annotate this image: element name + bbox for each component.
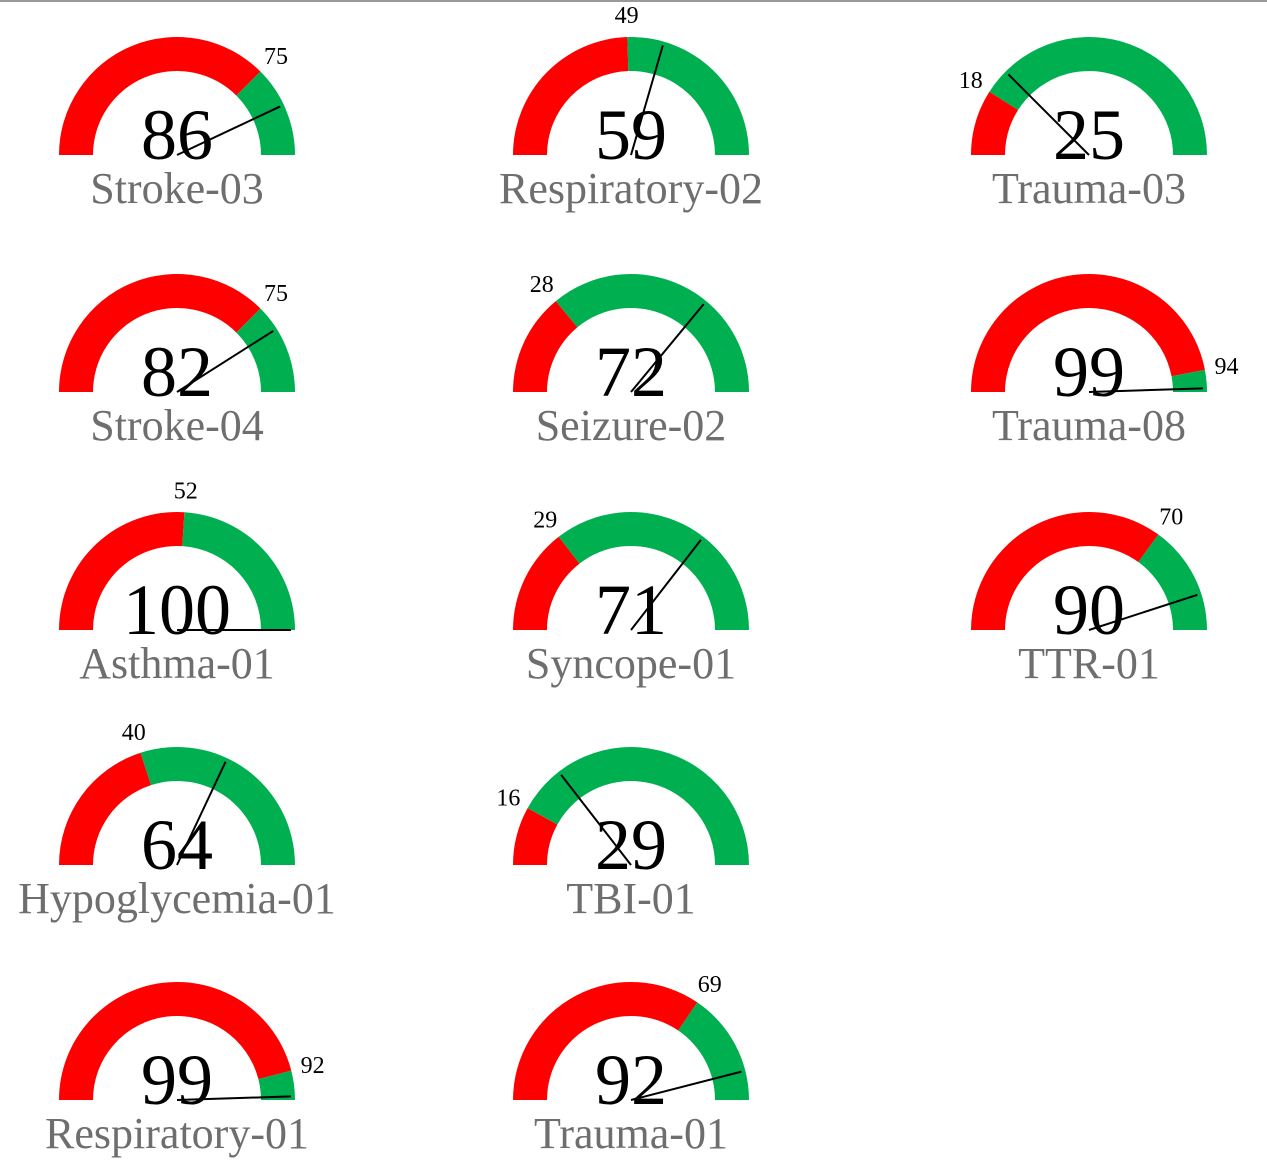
gauge-above <box>558 512 749 630</box>
threshold-label: 29 <box>533 507 557 533</box>
gauge-needle <box>1088 387 1203 393</box>
gauge-value: 86 <box>141 95 213 175</box>
gauge-above <box>1138 534 1207 630</box>
threshold-label: 70 <box>1159 505 1183 531</box>
gauge-value: 82 <box>141 332 213 412</box>
threshold-label: 49 <box>615 3 639 29</box>
gauge-value: 99 <box>141 1040 213 1120</box>
threshold-label: 16 <box>496 786 520 812</box>
gauge-needle <box>176 330 274 393</box>
threshold-label: 94 <box>1215 354 1239 380</box>
gauge-title: Trauma-08 <box>992 401 1186 450</box>
gauge-value: 92 <box>595 1040 667 1120</box>
threshold-label: 75 <box>264 281 288 307</box>
gauge-value: 90 <box>1053 570 1125 650</box>
gauge-needle <box>560 774 632 866</box>
gauge-below <box>513 536 580 630</box>
gauge-value: 100 <box>123 570 231 650</box>
threshold-label: 92 <box>301 1053 325 1079</box>
gauge-above <box>678 1002 749 1100</box>
gauge-title: Trauma-03 <box>992 164 1186 213</box>
threshold-label: 28 <box>530 272 554 298</box>
gauge-below <box>513 981 698 1100</box>
gauge-needle <box>1007 73 1090 156</box>
gauge-above <box>258 1070 295 1100</box>
gauge-value: 64 <box>141 805 213 885</box>
threshold-label: 18 <box>959 68 983 94</box>
gauge-needle <box>630 45 664 156</box>
gauge-needle <box>630 1070 742 1101</box>
gauge-above <box>236 308 295 392</box>
gauge-title: TTR-01 <box>1018 639 1160 688</box>
gauge-below <box>971 91 1019 155</box>
gauge-title: Hypoglycemia-01 <box>18 874 336 923</box>
gauge-above <box>140 747 295 865</box>
gauge-value: 59 <box>595 95 667 175</box>
gauge-value: 71 <box>595 570 667 650</box>
gauge-below <box>971 273 1205 392</box>
gauge-below <box>59 981 292 1100</box>
gauge-below <box>513 301 578 392</box>
threshold-label: 75 <box>264 44 288 70</box>
gauge-below <box>59 512 185 630</box>
gauge-below <box>513 37 629 155</box>
gauge-title: Asthma-01 <box>79 639 275 688</box>
gauge-needle <box>176 105 281 156</box>
threshold-label: 52 <box>174 478 198 504</box>
gauge-value: 72 <box>595 332 667 412</box>
gauge-needle <box>630 303 705 393</box>
gauge-title: Respiratory-01 <box>45 1109 309 1158</box>
gauge-above <box>555 274 749 392</box>
gauge-below <box>59 36 261 156</box>
gauge-needle <box>1088 593 1198 631</box>
gauge-title: Stroke-04 <box>90 401 264 450</box>
gauge-needle <box>176 1095 291 1101</box>
gauge-title: Respiratory-02 <box>499 164 763 213</box>
gauge-below <box>971 512 1159 630</box>
gauge-below <box>59 274 261 392</box>
gauge-needle <box>630 539 702 631</box>
gauge-title: Stroke-03 <box>90 164 264 213</box>
threshold-label: 40 <box>122 720 146 746</box>
threshold-label: 69 <box>698 972 722 998</box>
gauge-needle <box>176 761 227 866</box>
gauge-above <box>989 37 1207 156</box>
gauge-below <box>59 752 152 865</box>
gauge-above <box>1171 369 1207 392</box>
gauge-value: 99 <box>1053 332 1125 412</box>
gauge-title: TBI-01 <box>566 874 696 923</box>
gauge-value: 29 <box>595 805 667 885</box>
gauge-value: 25 <box>1053 95 1125 175</box>
gauge-title: Seizure-02 <box>536 401 727 450</box>
gauge-above <box>182 512 295 630</box>
gauge-below <box>513 808 558 865</box>
gauge-above <box>527 747 749 865</box>
gauge-title: Trauma-01 <box>534 1109 728 1158</box>
gauge-title: Syncope-01 <box>526 639 736 688</box>
